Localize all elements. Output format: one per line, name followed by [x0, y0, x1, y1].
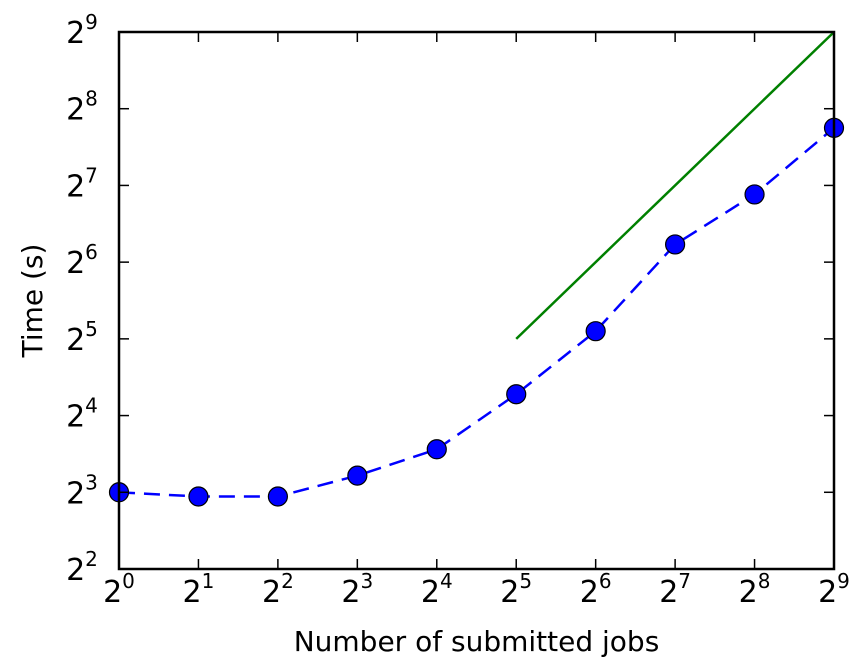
data-point — [585, 321, 606, 342]
x-tick-label: 28 — [739, 569, 771, 610]
y-tick-label: 26 — [66, 240, 98, 281]
x-tick-label: 21 — [183, 569, 215, 610]
x-axis-title: Number of submitted jobs — [294, 625, 660, 658]
x-tick-label: 26 — [580, 569, 612, 610]
x-tick-label: 25 — [500, 569, 532, 610]
data-point — [506, 384, 527, 405]
y-tick-label: 25 — [66, 317, 98, 358]
x-tick-label: 27 — [659, 569, 691, 610]
data-point — [267, 486, 288, 507]
x-tick-labels: 20 21 22 23 24 25 26 27 28 29 — [103, 569, 850, 610]
x-tick-label: 24 — [421, 569, 453, 610]
y-tick-label: 28 — [66, 87, 98, 128]
plot-frame — [117, 30, 836, 571]
data-point — [347, 465, 368, 486]
x-tick-label: 20 — [103, 569, 135, 610]
data-point — [426, 439, 447, 460]
x-tick-label: 29 — [818, 569, 850, 610]
y-tick-label: 24 — [66, 394, 98, 435]
marker-layer — [108, 117, 845, 507]
data-point — [665, 234, 686, 255]
x-tick-label: 22 — [262, 569, 294, 610]
data-point — [744, 184, 765, 205]
y-tick-label: 23 — [66, 470, 98, 511]
series-layer — [118, 31, 835, 498]
series-1-line — [118, 126, 835, 498]
y-axis-title: Time (s) — [16, 244, 49, 359]
x-tick-label: 23 — [341, 569, 373, 610]
tick-marks — [118, 31, 835, 570]
y-tick-label: 27 — [66, 163, 98, 204]
data-point — [188, 486, 209, 507]
y-tick-labels: 22 23 24 25 26 27 28 29 — [66, 10, 98, 588]
series-2-line — [515, 31, 835, 340]
y-tick-label: 29 — [66, 10, 98, 51]
y-tick-label: 22 — [66, 547, 98, 588]
